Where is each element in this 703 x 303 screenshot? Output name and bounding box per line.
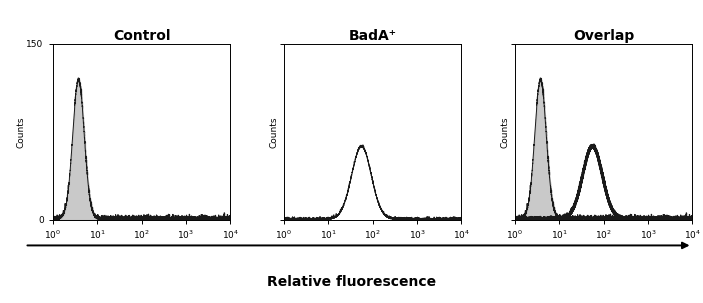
Title: BadA⁺: BadA⁺ xyxy=(349,29,396,43)
Y-axis label: Counts: Counts xyxy=(501,116,509,148)
Text: Relative fluorescence: Relative fluorescence xyxy=(267,275,436,289)
Y-axis label: Counts: Counts xyxy=(269,116,278,148)
Title: Control: Control xyxy=(112,29,170,43)
Title: Overlap: Overlap xyxy=(573,29,634,43)
Y-axis label: Counts: Counts xyxy=(16,116,25,148)
